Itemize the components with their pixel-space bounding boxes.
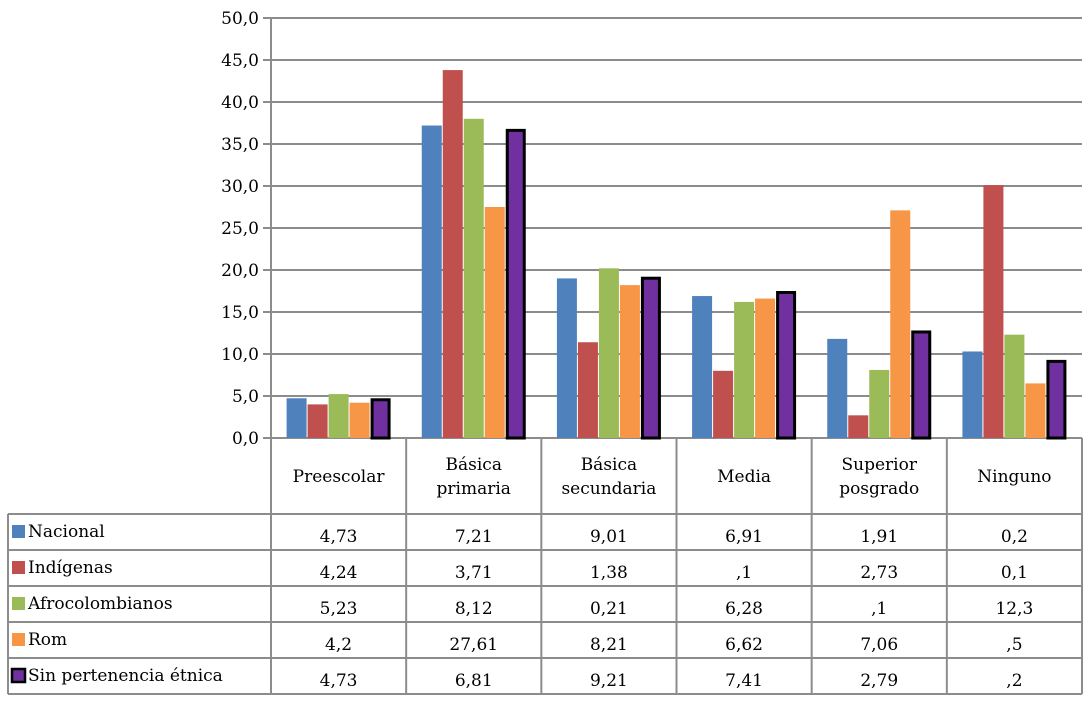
y-tick-label: 25,0 xyxy=(221,219,259,239)
table-cell-value: 6,28 xyxy=(725,599,763,619)
bar-sin-pertenencia-tnica xyxy=(505,128,526,440)
legend-key xyxy=(12,633,25,646)
category-label: primaria xyxy=(437,479,511,499)
y-tick-label: 30,0 xyxy=(221,177,259,197)
table-cell-value: 3,71 xyxy=(455,563,493,583)
legend-key xyxy=(10,667,27,684)
bar-ind-genas xyxy=(442,70,463,438)
category-label: Ninguno xyxy=(977,467,1051,487)
table-cell-value: 8,21 xyxy=(590,635,628,655)
bar-afrocolombianos xyxy=(463,118,484,439)
table-cell-value: 7,06 xyxy=(860,635,898,655)
category-label: Básica xyxy=(446,455,502,475)
table-cell-value: 5,23 xyxy=(320,599,358,619)
table-cell-value: 1,91 xyxy=(860,527,898,547)
table-cell-value: 6,81 xyxy=(455,671,493,691)
category-label: Media xyxy=(717,467,771,487)
legend-label: Afrocolombianos xyxy=(27,594,173,614)
table-cell-value: 0,21 xyxy=(590,599,628,619)
bar-rom xyxy=(619,285,640,438)
category-label: posgrado xyxy=(839,479,919,499)
bar-rom xyxy=(755,298,776,438)
category-label: Básica xyxy=(581,455,637,475)
table-cell-value: ,1 xyxy=(871,599,887,619)
bar-afrocolombianos xyxy=(328,394,349,438)
legend-key xyxy=(12,561,25,574)
table-cell-value: 1,38 xyxy=(590,563,628,583)
category-label: Superior xyxy=(842,455,918,475)
bar-rom xyxy=(484,207,505,438)
bar-sin-pertenencia-tnica xyxy=(640,276,661,440)
y-tick-label: 45,0 xyxy=(221,51,259,71)
table-cell-value: 9,21 xyxy=(590,671,628,691)
bar-ind-genas xyxy=(307,404,328,438)
table-cell-value: 6,91 xyxy=(725,527,763,547)
table-cell-value: 4,24 xyxy=(320,563,358,583)
y-tick-label: 50,0 xyxy=(221,9,259,29)
bar-nacional xyxy=(421,125,442,439)
table-cell-value: 7,21 xyxy=(455,527,493,547)
bar-ind-genas xyxy=(983,185,1004,438)
table-cell-value: 0,1 xyxy=(1001,563,1028,583)
bar-sin-pertenencia-tnica xyxy=(1046,359,1067,440)
y-axis: 0,0 5,0 10,0 15,0 20,0 25,0 30,0 35,0 40,0 45,0 50… xyxy=(221,9,272,694)
table-cell-value: ,5 xyxy=(1006,635,1022,655)
table-cell-value: 6,62 xyxy=(725,635,763,655)
bar-ind-genas xyxy=(713,370,734,438)
table-cell-value: 0,2 xyxy=(1001,527,1028,547)
bar-rom xyxy=(890,210,911,438)
bar-afrocolombianos xyxy=(1004,334,1025,438)
bar-sin-pertenencia-tnica xyxy=(370,398,391,440)
table-cell-value: 12,3 xyxy=(995,599,1033,619)
bar-afrocolombianos xyxy=(734,301,755,438)
table-cell-value: 7,41 xyxy=(725,671,763,691)
table-cell-value: 27,61 xyxy=(449,635,498,655)
legend-key xyxy=(12,597,25,610)
table-cell-value: ,2 xyxy=(1006,671,1022,691)
category-label: secundaria xyxy=(561,479,656,499)
table-cell-value: 4,73 xyxy=(320,527,358,547)
legend-label: Rom xyxy=(28,630,67,650)
category-label: Preescolar xyxy=(293,467,386,487)
y-tick-label: 5,0 xyxy=(232,387,259,407)
bars xyxy=(286,70,1067,440)
bar-sin-pertenencia-tnica xyxy=(776,291,797,440)
table-cell-value: ,1 xyxy=(736,563,752,583)
y-tick-label: 20,0 xyxy=(221,261,259,281)
y-tick-label: 10,0 xyxy=(221,345,259,365)
y-tick-label: 15,0 xyxy=(221,303,259,323)
table-cell-value: 8,12 xyxy=(455,599,493,619)
bar-nacional xyxy=(556,278,577,438)
bar-rom xyxy=(1025,383,1046,438)
bar-rom xyxy=(349,402,370,438)
bar-ind-genas xyxy=(848,415,869,438)
bar-afrocolombianos xyxy=(869,369,890,438)
bar-sin-pertenencia-tnica xyxy=(911,330,932,440)
data-table: Preescolar Básica primaria Básica secundaria… xyxy=(7,438,1083,695)
table-cell-value: 9,01 xyxy=(590,527,628,547)
y-tick-label: 40,0 xyxy=(221,93,259,113)
legend-label: Nacional xyxy=(28,522,105,542)
table-cell-value: 2,73 xyxy=(860,563,898,583)
table-cell-value: 2,79 xyxy=(860,671,898,691)
y-tick-label: 35,0 xyxy=(221,135,259,155)
legend-key xyxy=(12,525,25,538)
bar-ind-genas xyxy=(577,342,598,438)
y-tick-label: 0,0 xyxy=(232,429,259,449)
table-cell-value: 4,2 xyxy=(325,635,352,655)
gridlines xyxy=(271,17,1082,439)
bar-nacional xyxy=(827,338,848,438)
bar-nacional xyxy=(692,296,713,438)
legend-label: Sin pertenencia étnica xyxy=(28,666,223,686)
legend-label: Indígenas xyxy=(28,558,113,578)
table-cell-value: 4,73 xyxy=(320,671,358,691)
bar-nacional xyxy=(286,398,307,438)
bar-afrocolombianos xyxy=(598,268,619,438)
bar-nacional xyxy=(962,351,983,438)
